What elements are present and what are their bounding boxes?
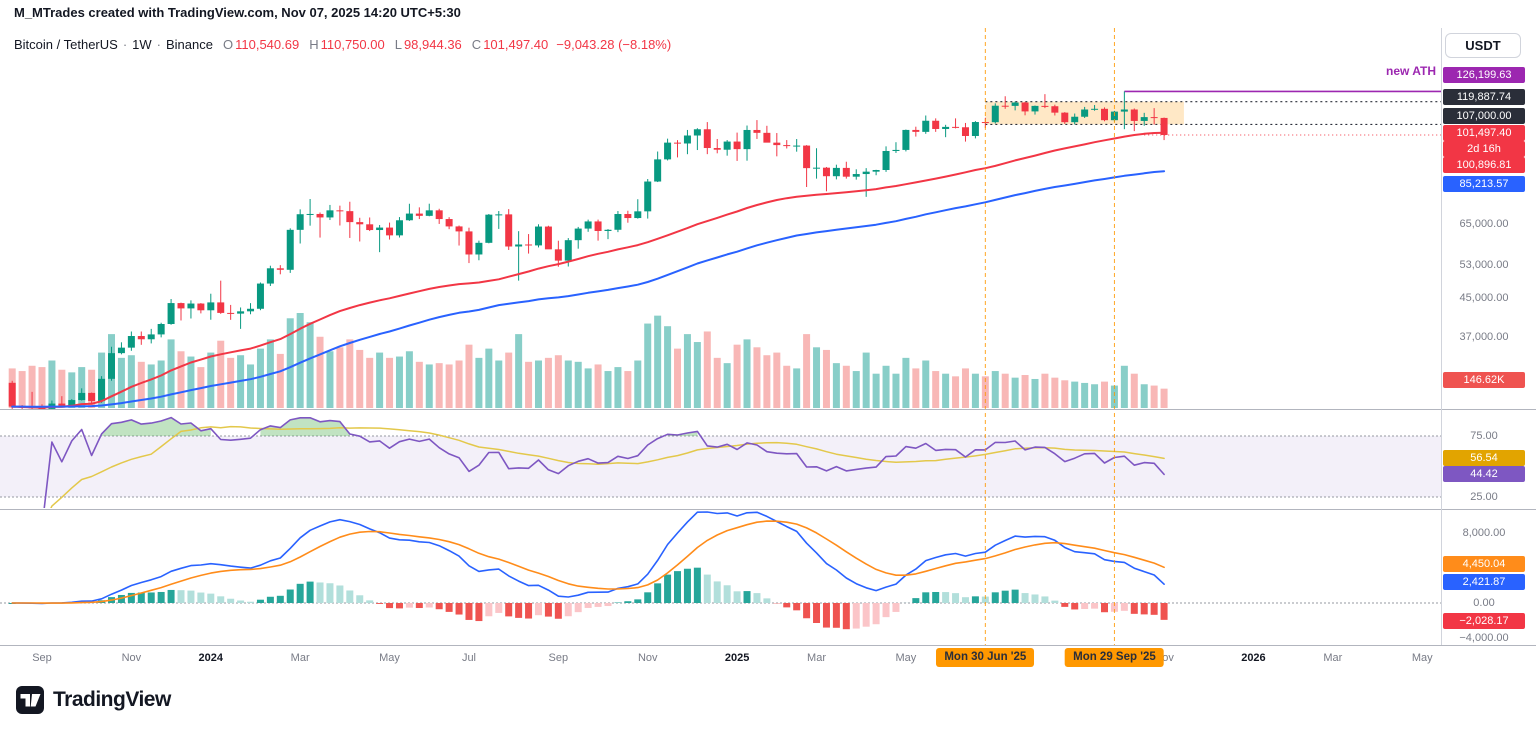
- last-price-badge: 101,497.40: [1443, 125, 1525, 141]
- time-label: Sep: [32, 652, 52, 664]
- legend: Bitcoin / TetherUS · 1W · Binance O 110,540.69…: [14, 37, 671, 52]
- macd-lower-tick: −4,000.00: [1459, 632, 1509, 644]
- time-label: Mar: [290, 652, 310, 664]
- red-ma-badge: 100,896.81: [1443, 157, 1525, 173]
- interval-label[interactable]: 1W: [132, 37, 152, 52]
- time-axis[interactable]: Sep Nov 2024 Mar May Jul Sep Nov 2025 Mar May Nov 20…: [0, 646, 1536, 672]
- price-tick: 65,000.00: [1459, 218, 1509, 230]
- high-value: 110,750.00: [320, 37, 385, 52]
- ath-price-badge: 126,199.63: [1443, 67, 1525, 83]
- close-value: 101,497.40: [483, 37, 549, 52]
- time-label: May: [895, 652, 917, 664]
- time-label: Mar: [1323, 652, 1343, 664]
- volume-badge: 146.62K: [1443, 372, 1525, 388]
- time-label: 2026: [1241, 652, 1266, 664]
- price-tick: 37,000.00: [1459, 331, 1509, 343]
- rsi-value-badge: 44.42: [1443, 466, 1525, 482]
- price-tick: 53,000.00: [1459, 259, 1509, 271]
- event-marker-badge[interactable]: Mon 30 Jun '25: [936, 648, 1035, 667]
- macd-signal-badge: 4,450.04: [1443, 556, 1525, 572]
- time-label: Nov: [121, 652, 142, 664]
- time-label: Jul: [461, 652, 476, 664]
- time-label: May: [1411, 652, 1433, 664]
- new-ath-label[interactable]: new ATH: [1386, 64, 1436, 78]
- macd-tick: 8,000.00: [1462, 527, 1506, 539]
- macd-zero-tick: 0.00: [1473, 597, 1495, 609]
- low-value: 98,944.36: [403, 37, 462, 52]
- currency-toggle-button[interactable]: USDT: [1445, 33, 1521, 58]
- open-value: 110,540.69: [235, 37, 300, 52]
- symbol-title[interactable]: Bitcoin / TetherUS: [14, 37, 118, 52]
- rsi-upper-tick: 75.00: [1470, 430, 1498, 442]
- open-label: O: [222, 37, 234, 52]
- time-label: Nov: [637, 652, 658, 664]
- range-high-badge: 119,887.74: [1443, 89, 1525, 105]
- countdown-badge: 2d 16h: [1443, 141, 1525, 157]
- brand-name: TradingView: [53, 688, 171, 711]
- rsi-lower-tick: 25.00: [1470, 491, 1498, 503]
- event-marker-badge[interactable]: Mon 29 Sep '25: [1065, 648, 1164, 667]
- legend-separator: ·: [122, 37, 128, 52]
- high-label: H: [309, 37, 319, 52]
- close-label: C: [471, 37, 482, 52]
- price-tick: 45,000.00: [1459, 292, 1509, 304]
- range-low-badge: 107,000.00: [1443, 108, 1525, 124]
- macd-hist-badge: −2,028.17: [1443, 613, 1525, 629]
- legend-separator: ·: [156, 37, 161, 52]
- time-label: 2025: [724, 652, 750, 664]
- rsi-ma-badge: 56.54: [1443, 450, 1525, 466]
- change-value: −9,043.28 (−8.18%): [556, 37, 672, 52]
- time-label: 2024: [198, 652, 224, 664]
- low-label: L: [394, 37, 402, 52]
- export-caption: M_MTrades created with TradingView.com, …: [14, 5, 461, 20]
- exchange-label[interactable]: Binance: [166, 37, 213, 52]
- time-label: Mar: [807, 652, 826, 664]
- time-label: Sep: [548, 652, 569, 664]
- footer: TradingView: [16, 686, 171, 714]
- blue-ma-badge: 85,213.57: [1443, 176, 1525, 192]
- macd-value-badge: 2,421.87: [1443, 574, 1525, 590]
- time-label: May: [379, 652, 400, 664]
- tradingview-logo[interactable]: [16, 686, 44, 714]
- price-axis[interactable]: 126,199.63 119,887.74 107,000.00 101,497.40…: [1443, 0, 1536, 672]
